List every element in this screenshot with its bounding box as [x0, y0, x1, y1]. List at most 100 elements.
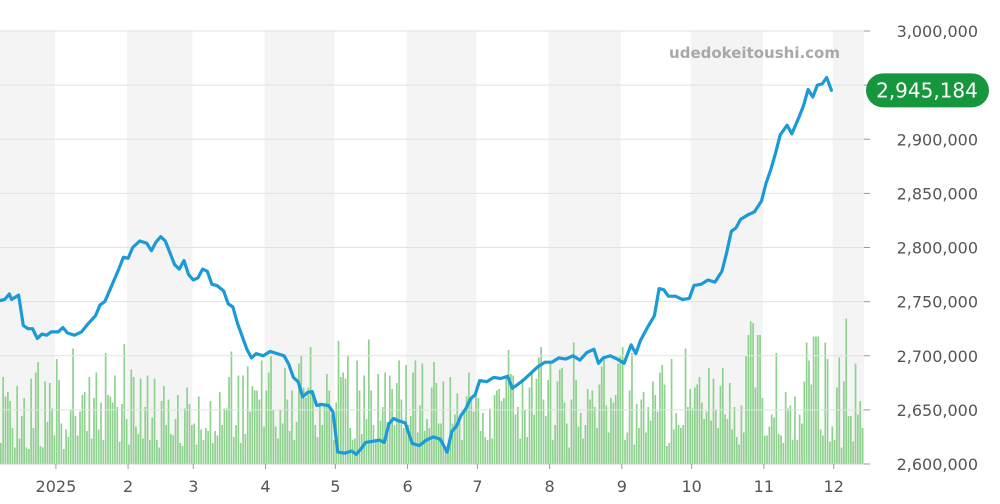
volume-bar	[493, 395, 496, 464]
volume-bar	[79, 411, 81, 464]
volume-bar	[391, 389, 393, 464]
y-tick-label: 2,800,000	[897, 239, 978, 258]
volume-bar	[742, 432, 745, 464]
volume-bar	[824, 342, 827, 464]
y-tick-label: 2,750,000	[897, 293, 978, 312]
volume-bar	[323, 404, 326, 464]
volume-bar	[798, 414, 801, 464]
volume-bar	[72, 348, 74, 464]
volume-bar	[200, 429, 202, 464]
volume-bar	[523, 410, 526, 464]
volume-bar	[165, 425, 168, 464]
volume-bar	[442, 381, 445, 464]
volume-bar	[859, 401, 862, 464]
volume-bar	[447, 444, 449, 464]
volume-bar	[517, 407, 519, 464]
volume-bar	[579, 413, 582, 464]
volume-bar	[97, 429, 100, 464]
volume-bar	[18, 438, 21, 464]
current-price-badge-bg	[866, 73, 989, 108]
volume-bar	[235, 425, 237, 464]
volume-bar	[724, 414, 726, 464]
volume-bar	[670, 359, 673, 464]
volume-bar	[41, 447, 44, 464]
volume-bar	[384, 372, 386, 464]
y-axis: 3,000,000 2,900,000 2,850,000 2,800,000 2,75…	[864, 22, 978, 474]
volume-bar	[803, 381, 806, 464]
volume-bar	[684, 348, 687, 464]
volume-bar	[437, 423, 440, 464]
volume-bar	[4, 396, 7, 464]
volume-bar	[256, 390, 258, 464]
volume-bar	[398, 360, 400, 464]
volume-bar	[575, 380, 577, 464]
volume-bar	[204, 428, 207, 464]
volume-bar	[850, 416, 852, 464]
volume-bar	[23, 398, 25, 464]
volume-bar	[768, 426, 771, 464]
volume-bar	[617, 363, 619, 464]
volume-bar	[349, 428, 352, 464]
volume-bar	[218, 392, 221, 464]
x-tick-label: 8	[545, 477, 555, 496]
volume-bar	[30, 378, 32, 464]
y-tick-label: 2,850,000	[897, 184, 978, 203]
volume-bar	[263, 426, 265, 464]
volume-bar	[342, 372, 345, 464]
y-tick-label: 2,700,000	[897, 347, 978, 366]
volume-bar	[721, 368, 724, 464]
volume-bar	[861, 428, 864, 464]
volume-bar	[782, 443, 785, 464]
volume-bar	[847, 416, 850, 464]
volume-bar	[444, 447, 447, 464]
current-price-label: 2,945,184	[876, 78, 978, 102]
volume-bar	[288, 431, 291, 464]
volume-bar	[677, 425, 680, 464]
volume-bar	[528, 387, 531, 464]
volume-bar	[163, 386, 165, 464]
volume-bar	[663, 384, 666, 464]
volume-bar	[700, 402, 703, 464]
volume-bar	[756, 335, 759, 464]
volume-bar	[563, 402, 566, 464]
volume-bar	[626, 432, 629, 464]
volume-bar	[188, 404, 191, 464]
volume-bar	[591, 390, 594, 464]
volume-bar	[614, 395, 617, 464]
volume-bar	[156, 440, 158, 464]
volume-bar	[773, 417, 775, 464]
x-tick-label: 2	[123, 477, 133, 496]
volume-bar	[405, 365, 407, 464]
volume-bar	[549, 363, 552, 464]
volume-bar	[514, 414, 517, 464]
volume-bar	[139, 378, 142, 464]
y-tick-label: 2,650,000	[897, 401, 978, 420]
volume-bar	[733, 407, 736, 464]
volume-bar	[784, 392, 787, 464]
volume-bar	[100, 402, 102, 464]
volume-bar	[363, 375, 365, 464]
volume-bar	[661, 365, 664, 464]
volume-bar	[149, 440, 151, 464]
volume-bar	[167, 399, 170, 464]
volume-bar	[277, 438, 279, 464]
volume-bar	[51, 408, 53, 464]
volume-bar	[242, 375, 244, 464]
volume-bar	[533, 414, 536, 464]
volume-bar	[472, 411, 475, 464]
volume-bar	[673, 429, 675, 464]
volume-bar	[272, 410, 275, 464]
volume-bar	[631, 353, 633, 464]
y-tick-label: 3,000,000	[897, 22, 978, 41]
volume-bar	[237, 375, 240, 464]
volume-bar	[132, 377, 135, 464]
volume-bar	[230, 351, 233, 464]
volume-bar	[486, 440, 489, 464]
volume-bar	[496, 390, 498, 464]
volume-bar	[822, 435, 824, 464]
volume-bar	[479, 431, 482, 464]
volume-bar	[419, 405, 421, 464]
volume-bar	[109, 396, 112, 464]
volume-bar	[477, 398, 480, 464]
volume-bar	[565, 423, 568, 464]
